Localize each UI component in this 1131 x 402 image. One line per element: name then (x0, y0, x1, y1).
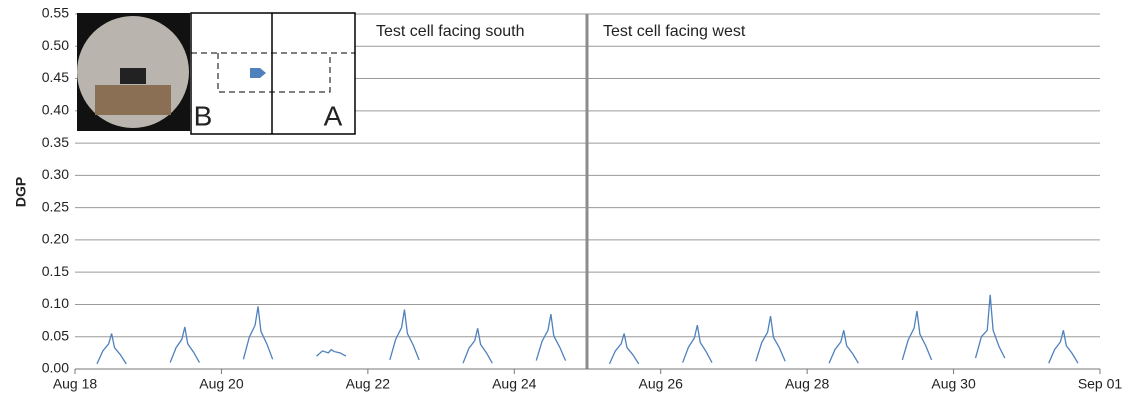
data-line (242, 306, 274, 360)
x-tick-label: Aug 20 (199, 376, 244, 392)
x-tick-label: Sep 01 (1078, 376, 1123, 392)
y-tick-label: 0.05 (42, 327, 69, 343)
annotation: Test cell facing south (376, 23, 525, 40)
data-line (828, 330, 859, 364)
y-tick-label: 0.30 (42, 166, 69, 182)
x-tick-label: Aug 18 (53, 376, 98, 392)
y-tick-label: 0.20 (42, 231, 69, 247)
y-tick-label: 0.35 (42, 134, 69, 150)
data-line (535, 314, 567, 361)
y-tick-label: 0.10 (42, 295, 69, 311)
inset: B A (77, 12, 356, 135)
data-line (1048, 330, 1079, 364)
data-line (682, 324, 713, 363)
y-tick-label: 0.50 (42, 37, 69, 53)
inset-arrow (250, 68, 266, 78)
data-line (169, 326, 201, 363)
inset-photo-screen (120, 68, 146, 84)
y-tick-label: 0.25 (42, 198, 69, 214)
x-tick-label: Aug 24 (492, 376, 537, 392)
y-tick-label: 0.15 (42, 263, 69, 279)
x-tick-label: Aug 30 (931, 376, 976, 392)
data-line (462, 328, 493, 364)
x-tick-label: Aug 22 (346, 376, 391, 392)
y-tick-label: 0.40 (42, 102, 69, 118)
data-line (96, 333, 127, 365)
data-line (389, 309, 420, 361)
y-tick-label: 0.00 (42, 360, 69, 376)
inset-label: A (324, 100, 343, 131)
x-tick-label: Aug 26 (639, 376, 684, 392)
x-tick-label: Aug 28 (785, 376, 830, 392)
data-line (316, 348, 347, 357)
inset-label: B (194, 100, 213, 131)
inset-dash (217, 53, 331, 93)
y-tick-label: 0.55 (42, 5, 69, 21)
inset-photo-floor (95, 85, 171, 115)
data-line (608, 333, 640, 365)
annotation: Test cell facing west (603, 23, 746, 40)
data-line (755, 315, 786, 362)
data-line (974, 294, 1006, 359)
y-axis-label: DGP (13, 177, 29, 207)
y-tick-label: 0.45 (42, 69, 69, 85)
data-line (901, 310, 933, 361)
